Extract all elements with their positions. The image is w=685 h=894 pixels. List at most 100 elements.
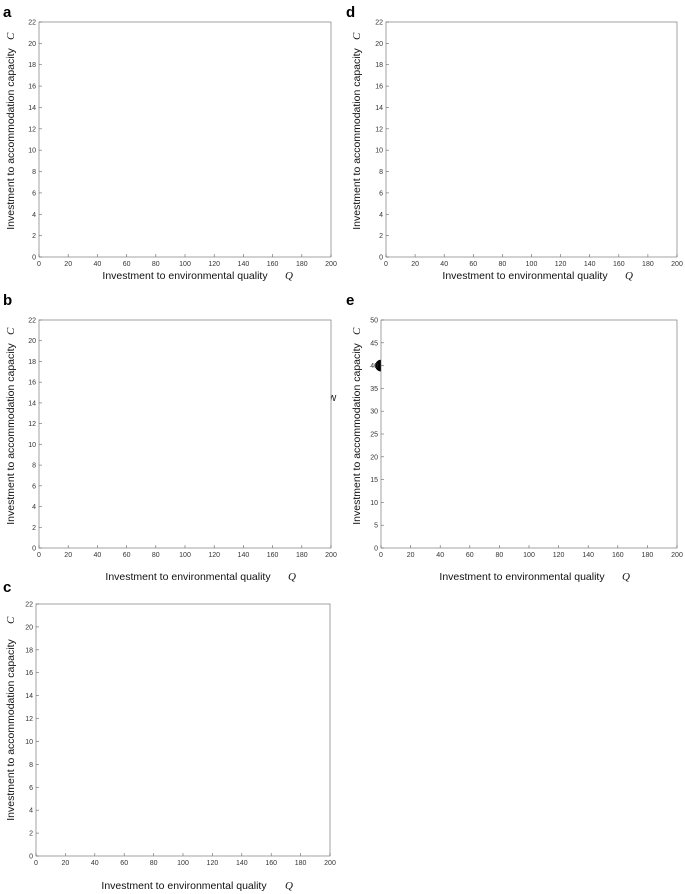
- panel-c-y-tick-label: 2: [29, 831, 33, 838]
- panel-e-y-tick-label: 25: [370, 432, 378, 439]
- panel-e-y-tick-label: 15: [370, 477, 378, 484]
- panel-b-x-tick-label: 60: [123, 552, 131, 559]
- panel-d-x-tick-label: 60: [469, 261, 477, 268]
- panel-a-y-tick-label: 14: [28, 105, 36, 112]
- panel-d-x-tick-label: 180: [642, 261, 654, 268]
- panel-e-y-tick-label: 0: [374, 546, 378, 553]
- panel-c-x-tick-label: 160: [265, 860, 277, 867]
- panel-b-y-tick-label: 6: [32, 483, 36, 490]
- panel-c-axes: 0 20 40 60 80 100 120 140 160 180 200 0 2 4 6 8 10 12 14 16…: [25, 602, 336, 868]
- panel-a-y-tick-label: 12: [28, 126, 36, 133]
- panel-c-y-tick-label: 14: [25, 693, 33, 700]
- panel-b-x-tick-label: 20: [64, 552, 72, 559]
- panel-d-y-tick-label: 20: [375, 41, 383, 48]
- panel-d-y-axis-variable: C: [351, 32, 363, 40]
- panel-a-x-tick-label: 180: [296, 261, 308, 268]
- panel-a-y-tick-label: 4: [32, 212, 36, 219]
- panel-a-y-tick-label: 2: [32, 233, 36, 240]
- panel-c-y-tick-label: 20: [25, 624, 33, 631]
- panel-e-y-axis-label: Investment to accommodation capacity: [351, 343, 363, 525]
- panel-e-x-tick-label: 0: [379, 552, 383, 559]
- panel-b-x-axis-variable: Q: [288, 571, 296, 583]
- panel-c: c highlowhighlow 02040608010012014016018…: [3, 579, 336, 892]
- panel-c-x-tick-label: 60: [120, 860, 128, 867]
- panel-d-y-tick-label: 22: [375, 20, 383, 27]
- panel-a-y-tick-label: 16: [28, 84, 36, 91]
- panel-a-x-tick-label: 140: [238, 261, 250, 268]
- panel-c-x-tick-label: 180: [295, 860, 307, 867]
- panel-e-y-tick-label: 10: [370, 500, 378, 507]
- panel-e-x-tick-label: 120: [553, 552, 565, 559]
- panel-c-y-tick-label: 16: [25, 670, 33, 677]
- panel-b-y-tick-label: 18: [28, 359, 36, 366]
- panel-e-x-tick-label: 180: [642, 552, 654, 559]
- panel-b-y-tick-label: 0: [32, 546, 36, 553]
- panel-a-y-tick-label: 8: [32, 169, 36, 176]
- panel-c-x-tick-label: 0: [34, 860, 38, 867]
- panel-c-y-tick-label: 6: [29, 785, 33, 792]
- panel-d-y-tick-label: 16: [375, 84, 383, 91]
- panel-a-x-tick-label: 200: [325, 261, 337, 268]
- panel-c-y-tick-label: 12: [25, 716, 33, 723]
- panel-e-y-tick-label: 50: [370, 318, 378, 325]
- panel-b-y-tick-label: 16: [28, 380, 36, 387]
- panel-b-x-tick-label: 0: [37, 552, 41, 559]
- panel-b-y-tick-label: 14: [28, 400, 36, 407]
- panel-e-axes: 0 20 40 60 80 100 120 140 160 180 200 0 5 10 15 20 25 30 3…: [370, 318, 683, 560]
- panel-b-x-tick-label: 120: [208, 552, 220, 559]
- panel-a-y-tick-label: 0: [32, 255, 36, 262]
- panel-a-x-tick-label: 40: [94, 261, 102, 268]
- panel-a: a highlow 020406080100120140160180200024…: [3, 4, 337, 282]
- panel-c-letter: c: [3, 579, 11, 596]
- panel-b-y-axis-label: Investment to accommodation capacity: [5, 343, 17, 525]
- panel-e-letter: e: [346, 292, 354, 309]
- panel-a-x-tick-label: 100: [179, 261, 191, 268]
- panel-d-y-tick-label: 10: [375, 148, 383, 155]
- panel-d-x-tick-label: 200: [671, 261, 683, 268]
- panel-e-x-tick-label: 100: [523, 552, 535, 559]
- panel-b-y-tick-label: 22: [28, 318, 36, 325]
- panel-d-x-tick-label: 100: [526, 261, 538, 268]
- panel-e-y-tick-label: 30: [370, 409, 378, 416]
- panel-e-x-tick-label: 60: [466, 552, 474, 559]
- panel-a-x-tick-label: 60: [123, 261, 131, 268]
- panel-a-y-tick-label: 20: [28, 41, 36, 48]
- panel-a-x-tick-label: 20: [64, 261, 72, 268]
- panel-c-x-tick-label: 140: [236, 860, 248, 867]
- panel-e-y-tick-label: 35: [370, 386, 378, 393]
- panel-b: b highlowhighlow 02040608010012014016018…: [3, 292, 343, 583]
- panel-a-y-axis-label: Investment to accommodation capacity: [5, 48, 17, 230]
- panel-b-y-tick-label: 12: [28, 421, 36, 428]
- panel-a-x-axis-label: Investment to environmental quality: [102, 270, 268, 282]
- panel-d-x-tick-label: 80: [499, 261, 507, 268]
- panel-d-x-tick-label: 0: [384, 261, 388, 268]
- panel-e-plot-frame: [380, 319, 678, 549]
- panel-a-y-tick-label: 10: [28, 148, 36, 155]
- panel-e-x-axis-label: Investment to environmental quality: [439, 571, 605, 583]
- panel-b-x-axis-label: Investment to environmental quality: [105, 571, 271, 583]
- panel-d-y-tick-label: 18: [375, 62, 383, 69]
- panel-d-axes: 0 20 40 60 80 100 120 140 160 180 200 0 2 4 6 8 10 12 14 16…: [375, 20, 683, 269]
- panel-b-y-tick-label: 10: [28, 442, 36, 449]
- panel-d-x-tick-label: 160: [613, 261, 625, 268]
- panel-d-y-tick-label: 4: [379, 212, 383, 219]
- panel-c-y-axis-label: Investment to accommodation capacity: [5, 639, 17, 821]
- panel-c-x-tick-label: 100: [177, 860, 189, 867]
- panel-d-x-tick-label: 120: [555, 261, 567, 268]
- panel-b-y-tick-label: 4: [32, 504, 36, 511]
- panel-a-y-axis-variable: C: [5, 32, 17, 40]
- panel-e-y-tick-label: 40: [370, 363, 378, 370]
- panel-c-y-tick-label: 18: [25, 647, 33, 654]
- panel-b-x-tick-label: 200: [325, 552, 337, 559]
- panel-e: e highlow 020406080100120140160180200051…: [346, 292, 683, 583]
- panel-c-y-tick-label: 8: [29, 762, 33, 769]
- panel-c-plot-frame: [35, 603, 331, 857]
- panel-c-x-tick-label: 20: [62, 860, 70, 867]
- panel-c-y-axis-variable: C: [5, 616, 17, 624]
- panel-e-y-tick-label: 45: [370, 340, 378, 347]
- panel-b-y-tick-label: 2: [32, 525, 36, 532]
- panel-e-y-tick-label: 5: [374, 523, 378, 530]
- panel-b-y-tick-label: 8: [32, 463, 36, 470]
- panel-c-x-axis-variable: Q: [285, 880, 293, 892]
